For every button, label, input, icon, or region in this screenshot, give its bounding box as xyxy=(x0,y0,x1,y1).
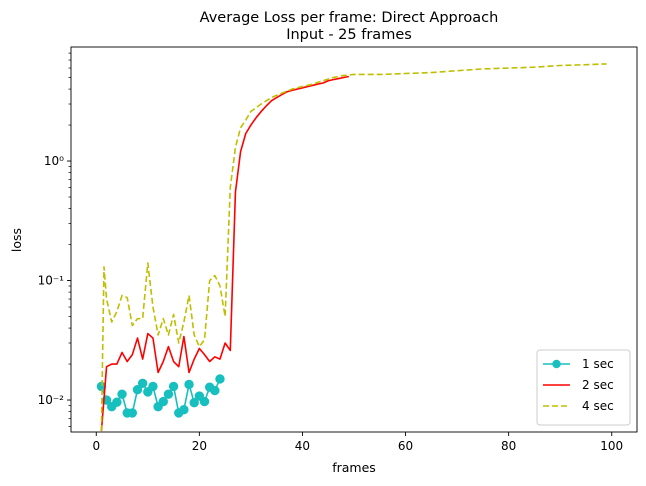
x-axis: 0 20 40 60 80 100 xyxy=(92,432,623,453)
data-point xyxy=(210,385,220,396)
legend: 1 sec 2 sec 4 sec xyxy=(536,349,631,426)
legend-label: 2 sec xyxy=(582,378,614,392)
data-point xyxy=(199,396,210,407)
legend-marker xyxy=(552,359,561,369)
data-point xyxy=(163,389,174,399)
data-point xyxy=(189,397,199,408)
y-tick-label: 10⁻² xyxy=(38,393,65,407)
y-axis-label: loss xyxy=(9,228,24,252)
x-tick-label: 80 xyxy=(501,439,516,453)
x-tick-label: 60 xyxy=(398,439,413,453)
y-tick-label: 10⁰ xyxy=(44,154,64,168)
legend-box xyxy=(536,349,631,426)
data-point xyxy=(112,397,122,407)
data-point xyxy=(158,396,168,407)
data-point xyxy=(179,404,189,415)
x-tick-label: 40 xyxy=(295,439,310,453)
plot-frame xyxy=(70,46,638,433)
chart-title: Average Loss per frame: Direct Approach xyxy=(200,10,499,26)
data-point xyxy=(168,381,179,392)
series-line-4-sec xyxy=(100,63,607,432)
x-tick-label: 0 xyxy=(92,439,100,453)
data-point xyxy=(117,389,127,399)
x-tick-label: 100 xyxy=(600,439,623,453)
data-point xyxy=(137,378,148,389)
series-layer xyxy=(96,63,607,432)
chart-subtitle: Input - 25 frames xyxy=(286,27,412,43)
y-axis: 10⁻² 10⁻¹ 10⁰ xyxy=(38,52,71,427)
x-axis-label: frames xyxy=(332,460,376,475)
y-tick-label: 10⁻¹ xyxy=(38,274,65,288)
legend-label: 1 sec xyxy=(582,357,614,371)
x-tick-label: 20 xyxy=(192,439,207,453)
data-point xyxy=(148,381,158,392)
series-line-2-sec xyxy=(100,75,350,432)
data-point xyxy=(215,374,225,384)
legend-label: 4 sec xyxy=(582,399,614,413)
data-point xyxy=(184,379,194,390)
data-point xyxy=(132,385,143,395)
data-point xyxy=(127,408,138,418)
